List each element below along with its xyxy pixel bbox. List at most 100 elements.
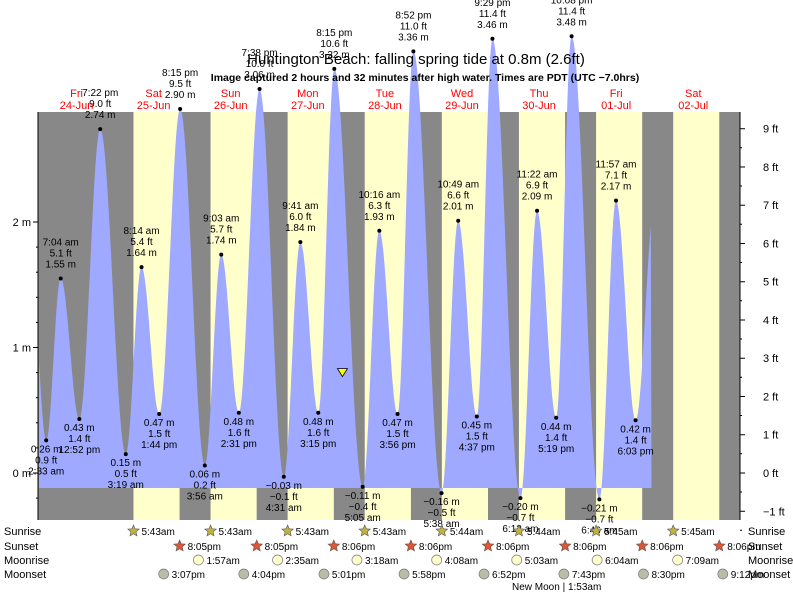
tide-label: 3:19 am <box>108 480 144 491</box>
right-tick-label: 2 ft <box>763 391 778 403</box>
moonset-time: 9:12pm <box>731 570 764 581</box>
footer-row-label-right: Sunrise <box>748 526 785 538</box>
left-tick-label: 1 m <box>13 343 31 355</box>
tide-label: 1.55 m <box>45 259 76 270</box>
tide-point <box>377 228 382 233</box>
tide-label: 2.09 m <box>522 192 553 203</box>
tide-label: 10:16 am <box>358 190 400 201</box>
tide-label: 11:57 am <box>596 160 637 171</box>
sunset-icon <box>558 539 572 552</box>
right-tick-label: 0 ft <box>763 468 778 480</box>
tide-point <box>257 86 262 91</box>
left-tick-label: 0 m <box>13 468 31 480</box>
moonset-time: 5:58pm <box>412 570 445 581</box>
day-of-week-label: Mon <box>297 88 318 100</box>
tide-label: 10.0 ft <box>246 59 274 70</box>
footer-row-label-left: Moonset <box>4 569 46 581</box>
sunrise-time: 5:44am <box>450 527 483 538</box>
tide-label: 2.90 m <box>165 90 196 101</box>
tide-point <box>518 496 523 501</box>
tide-label: −0.7 ft <box>585 514 613 525</box>
sunrise-icon <box>435 524 449 537</box>
tide-point <box>554 415 559 420</box>
footer-row-label-left: Sunset <box>4 541 38 553</box>
sunset-icon <box>635 539 649 552</box>
tide-point <box>139 265 144 270</box>
day-of-week-label: Thu <box>530 88 549 100</box>
tide-extreme: 10:49 am6.6 ft2.01 m <box>437 180 479 223</box>
date-label: 02-Jul <box>678 100 708 112</box>
sunset-icon <box>173 539 187 552</box>
tide-label: 0.47 m <box>144 418 175 429</box>
tide-point <box>219 252 224 257</box>
sunrise-time: 5:45am <box>604 527 637 538</box>
day-of-week-label: Sat <box>145 88 162 100</box>
tide-label: 1.74 m <box>206 236 237 247</box>
tide-label: 0.48 m <box>224 417 255 428</box>
sunrise-time: 5:43am <box>296 527 329 538</box>
tide-point <box>44 438 49 443</box>
tide-label: −0.20 m <box>502 502 538 513</box>
day-of-week-label: Fri <box>610 88 623 100</box>
tide-extreme: 0.48 m1.6 ft3:15 pm <box>300 410 336 450</box>
sunset-time: 8:06pm <box>419 542 452 553</box>
tide-point <box>316 410 321 415</box>
moonrise-icon <box>511 554 523 566</box>
tide-label: 5:19 pm <box>538 444 574 455</box>
moonset-icon <box>717 568 729 580</box>
date-label: 26-Jun <box>214 100 248 112</box>
moonrise-icon <box>272 554 283 566</box>
tide-label: 0.43 m <box>64 423 95 434</box>
sunrise-time: 5:44am <box>527 527 560 538</box>
moonset-icon <box>398 568 410 580</box>
right-tick-label: 3 ft <box>763 353 778 365</box>
sunrise-icon <box>204 524 218 537</box>
tide-label: 2.01 m <box>443 202 474 213</box>
moonrise-icon <box>431 554 443 566</box>
tide-extreme: 0.47 m1.5 ft1:44 pm <box>141 412 177 451</box>
tide-point <box>202 463 207 468</box>
right-tick-label: 9 ft <box>763 124 778 136</box>
sunset-time: 8:06pm <box>650 542 683 553</box>
tide-extreme: −0.11 m−0.4 ft5:05 am <box>345 484 381 524</box>
sunrise-time: 5:43am <box>141 527 174 538</box>
tide-label: 4:37 pm <box>459 443 495 454</box>
tide-point <box>569 34 574 39</box>
tide-point <box>236 410 241 415</box>
sunrise-icon <box>358 524 372 537</box>
right-tick-label: 5 ft <box>763 277 778 289</box>
moonset-icon <box>238 568 250 580</box>
tide-label: 10:49 am <box>437 180 479 191</box>
sunset-icon <box>250 539 264 552</box>
tide-label: 3.36 m <box>398 32 429 43</box>
tide-label: 7:04 am <box>43 237 79 248</box>
day-of-week-label: Sun <box>221 88 241 100</box>
tide-label: 8:15 pm <box>316 28 352 39</box>
tide-label: 1.4 ft <box>545 433 567 444</box>
moonrise-icon <box>351 554 363 566</box>
tide-point <box>298 240 303 245</box>
tide-extreme: −0.03 m−0.1 ft4:31 am <box>266 474 302 514</box>
sunset-time: 8:06pm <box>342 542 375 553</box>
tide-label: 1.6 ft <box>307 428 329 439</box>
tide-point <box>597 497 602 502</box>
tide-label: 5.7 ft <box>210 225 232 236</box>
tide-extreme: 11:22 am6.9 ft2.09 m <box>517 170 558 213</box>
tide-label: 11.4 ft <box>558 6 585 17</box>
tide-label: 0.44 m <box>541 422 572 433</box>
footer-row-label-left: Moonrise <box>4 555 49 567</box>
footer-row-label-right: Sunset <box>748 541 782 553</box>
tide-label: 8:52 pm <box>395 10 431 21</box>
tide-extreme: 0.26 m0.9 ft2:33 am <box>28 438 64 477</box>
tide-label: 3:56 am <box>187 491 223 502</box>
tide-label: 3.46 m <box>477 20 508 31</box>
tide-labels: 0.26 m0.9 ft2:33 am 7:04 am5.1 ft1.55 m 0.… <box>28 0 654 536</box>
tide-point <box>77 417 82 422</box>
tide-point <box>474 414 479 419</box>
tide-label: 1.93 m <box>364 212 395 223</box>
tide-label: 7.1 ft <box>605 171 627 182</box>
tide-label: 1.5 ft <box>466 432 488 443</box>
